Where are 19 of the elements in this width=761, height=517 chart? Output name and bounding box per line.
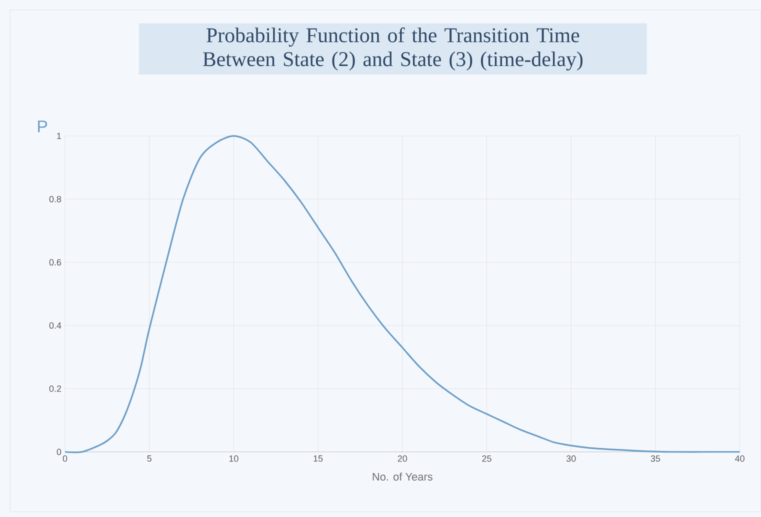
y-axis-title: P (38, 120, 48, 132)
y-tick-label: 0.2 (49, 386, 62, 392)
x-tick-label: 25 (482, 455, 492, 462)
x-tick-label: 15 (314, 455, 323, 462)
y-tick-label: 0.8 (49, 196, 62, 202)
y-tick-label: 0.4 (49, 322, 62, 329)
x-tick-label: 0 (62, 455, 68, 462)
x-tick-label: 35 (650, 455, 660, 462)
x-tick-label: 40 (735, 455, 744, 462)
x-axis-title: No. of Years (372, 472, 432, 481)
x-tick-label: 10 (229, 455, 238, 462)
chart-title: Probability Function of the Transition Time Between State (2) and State (3) (time-delay) (203, 27, 583, 71)
x-tick-label: 30 (566, 455, 576, 462)
y-tick-label: 0.6 (49, 259, 62, 266)
y-tick-label: 1 (57, 132, 62, 140)
y-tick-label: 0 (56, 448, 62, 456)
x-tick-label: 20 (398, 455, 408, 462)
line-series (64, 135, 741, 454)
x-tick-label: 5 (147, 455, 152, 462)
